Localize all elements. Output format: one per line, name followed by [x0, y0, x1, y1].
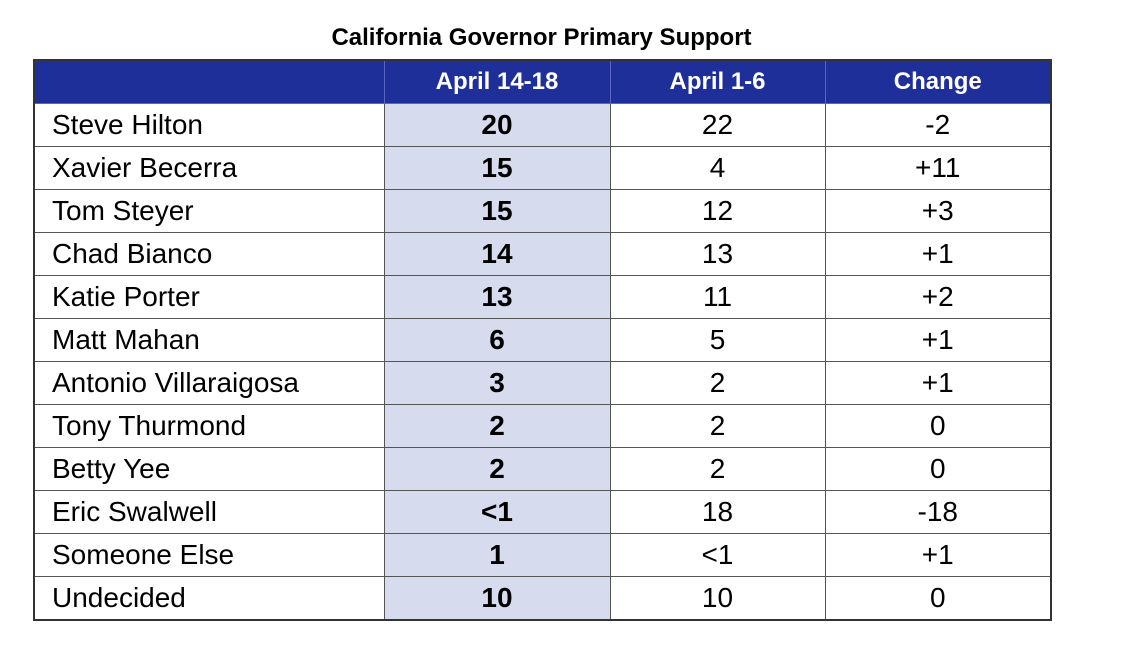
april-1-6-cell: 22 [609, 103, 826, 147]
april-1-6-cell: <1 [609, 533, 826, 577]
candidate-name-cell: Chad Bianco [33, 232, 385, 276]
change-cell: +1 [824, 361, 1052, 405]
candidate-name-cell: Katie Porter [33, 275, 385, 319]
change-cell: +2 [824, 275, 1052, 319]
april-14-18-cell: <1 [383, 490, 611, 534]
april-14-18-cell: 2 [383, 404, 611, 448]
table-body: Steve Hilton 20 22 -2 Xavier Becerra 15 4 +11 To… [33, 103, 1052, 621]
april-14-18-cell: 13 [383, 275, 611, 319]
table-row: Matt Mahan 6 5 +1 [33, 318, 1052, 362]
table-row: Steve Hilton 20 22 -2 [33, 103, 1052, 147]
table-row: Tom Steyer 15 12 +3 [33, 189, 1052, 233]
table-row: Chad Bianco 14 13 +1 [33, 232, 1052, 276]
april-1-6-cell: 2 [609, 447, 826, 491]
change-cell: +11 [824, 146, 1052, 190]
change-cell: +1 [824, 318, 1052, 362]
table-row: Betty Yee 2 2 0 [33, 447, 1052, 491]
april-1-6-cell: 4 [609, 146, 826, 190]
candidate-name-cell: Xavier Becerra [33, 146, 385, 190]
april-1-6-cell: 2 [609, 404, 826, 448]
header-candidate [33, 59, 385, 104]
header-april-14-18: April 14-18 [383, 59, 611, 104]
april-14-18-cell: 6 [383, 318, 611, 362]
table-row: Undecided 10 10 0 [33, 576, 1052, 621]
april-14-18-cell: 20 [383, 103, 611, 147]
april-1-6-cell: 11 [609, 275, 826, 319]
table-row: Tony Thurmond 2 2 0 [33, 404, 1052, 448]
change-cell: 0 [824, 447, 1052, 491]
header-april-1-6: April 1-6 [609, 59, 826, 104]
change-cell: -18 [824, 490, 1052, 534]
table-row: Antonio Villaraigosa 3 2 +1 [33, 361, 1052, 405]
table-row: Eric Swalwell <1 18 -18 [33, 490, 1052, 534]
candidate-name-cell: Tom Steyer [33, 189, 385, 233]
candidate-name-cell: Matt Mahan [33, 318, 385, 362]
change-cell: +1 [824, 533, 1052, 577]
april-1-6-cell: 18 [609, 490, 826, 534]
table-row: Xavier Becerra 15 4 +11 [33, 146, 1052, 190]
april-1-6-cell: 13 [609, 232, 826, 276]
header-change: Change [824, 59, 1052, 104]
candidate-name-cell: Eric Swalwell [33, 490, 385, 534]
april-14-18-cell: 14 [383, 232, 611, 276]
april-14-18-cell: 1 [383, 533, 611, 577]
change-cell: +1 [824, 232, 1052, 276]
april-14-18-cell: 15 [383, 146, 611, 190]
april-14-18-cell: 2 [383, 447, 611, 491]
table-row: Katie Porter 13 11 +2 [33, 275, 1052, 319]
candidate-name-cell: Steve Hilton [33, 103, 385, 147]
april-1-6-cell: 12 [609, 189, 826, 233]
candidate-name-cell: Betty Yee [33, 447, 385, 491]
table-title: California Governor Primary Support [331, 24, 752, 51]
april-1-6-cell: 10 [609, 576, 826, 621]
support-table: April 14-18 April 1-6 Change Steve Hilto… [33, 59, 1052, 621]
change-cell: 0 [824, 576, 1052, 621]
candidate-name-cell: Someone Else [33, 533, 385, 577]
april-1-6-cell: 2 [609, 361, 826, 405]
change-cell: 0 [824, 404, 1052, 448]
april-14-18-cell: 3 [383, 361, 611, 405]
candidate-name-cell: Tony Thurmond [33, 404, 385, 448]
table-row: Someone Else 1 <1 +1 [33, 533, 1052, 577]
april-14-18-cell: 10 [383, 576, 611, 621]
change-cell: +3 [824, 189, 1052, 233]
april-14-18-cell: 15 [383, 189, 611, 233]
change-cell: -2 [824, 103, 1052, 147]
candidate-name-cell: Undecided [33, 576, 385, 621]
april-1-6-cell: 5 [609, 318, 826, 362]
candidate-name-cell: Antonio Villaraigosa [33, 361, 385, 405]
header-row: April 14-18 April 1-6 Change [33, 59, 1052, 104]
